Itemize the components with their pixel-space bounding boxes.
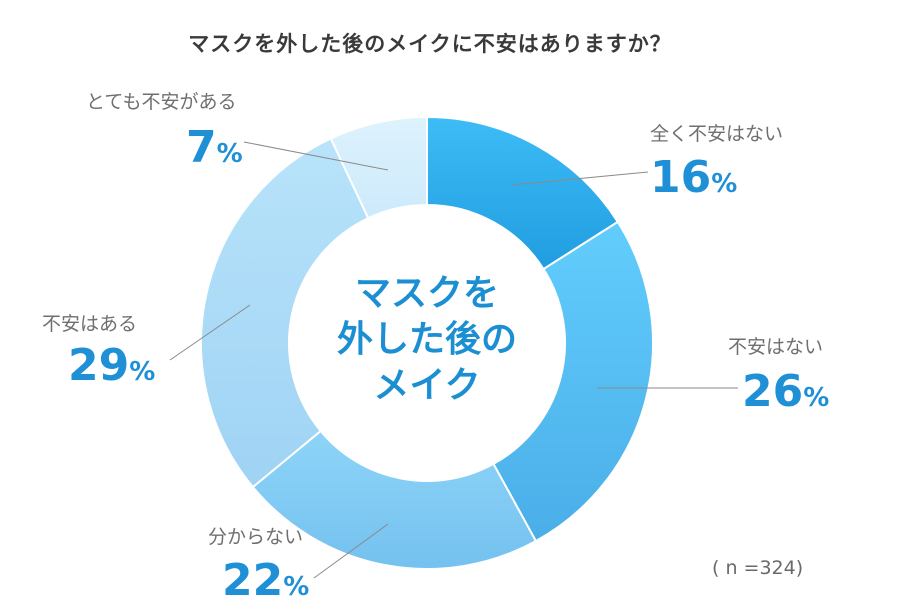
- sample-size-note: ( n =324): [712, 557, 804, 579]
- donut-slice: [329, 115, 428, 220]
- donut-slice: [492, 220, 654, 543]
- center-label-line: マスクを: [355, 273, 499, 314]
- leader-line: [511, 171, 649, 186]
- slice-label: とても不安がある: [86, 91, 236, 113]
- center-label-line: メイク: [373, 365, 480, 406]
- slice-label: 全く不安はない: [650, 123, 783, 145]
- leader-line: [313, 523, 389, 579]
- slice-value: 7%: [186, 122, 243, 173]
- donut-slice: [200, 137, 370, 489]
- slice-label: 分からない: [208, 526, 303, 548]
- slice-value: 29%: [68, 340, 155, 391]
- chart-title: マスクを外した後のメイクに不安はありますか？: [188, 32, 672, 56]
- slice-label: 不安はない: [728, 336, 823, 358]
- center-label-line: 外した後の: [337, 319, 517, 360]
- slice-label: 不安はある: [42, 313, 137, 335]
- slice-value: 22%: [222, 555, 309, 606]
- leader-line: [243, 141, 389, 171]
- donut-slice: [251, 429, 538, 570]
- slice-value: 26%: [742, 366, 829, 417]
- leader-line: [169, 304, 251, 361]
- slice-value: 16%: [650, 152, 737, 203]
